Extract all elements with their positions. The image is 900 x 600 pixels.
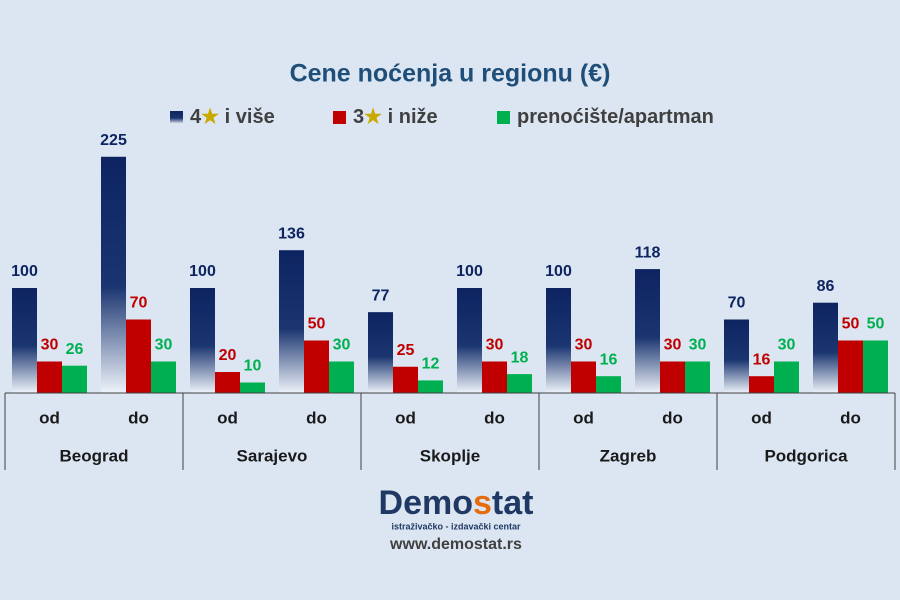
bar	[368, 312, 393, 393]
bar	[838, 340, 863, 393]
bar	[215, 372, 240, 393]
legend-swatch	[497, 111, 510, 124]
value-label: 16	[600, 351, 618, 368]
brand-name: Demostat	[379, 484, 534, 522]
legend-label: 3★ i niže	[353, 106, 438, 128]
bar	[240, 382, 265, 393]
bar	[62, 365, 87, 393]
bar	[813, 302, 838, 393]
group-label: Zagreb	[600, 446, 657, 465]
value-label: 30	[155, 337, 173, 354]
value-label: 86	[817, 278, 835, 295]
value-label: 30	[41, 337, 59, 354]
bar	[457, 288, 482, 393]
bar	[101, 156, 126, 393]
value-label: 25	[397, 342, 415, 359]
x-tick-label: do	[128, 408, 149, 427]
bar	[863, 340, 888, 393]
bar	[279, 250, 304, 393]
value-label: 77	[372, 287, 390, 304]
bar	[749, 376, 774, 393]
value-label: 30	[486, 337, 504, 354]
bar	[685, 361, 710, 393]
legend-label: 4★ i više	[190, 106, 275, 128]
value-label: 50	[308, 316, 326, 333]
bar	[635, 269, 660, 393]
bar	[304, 340, 329, 393]
value-label: 50	[867, 316, 885, 333]
value-label: 100	[189, 263, 216, 280]
group-label: Podgorica	[764, 446, 848, 465]
bar	[571, 361, 596, 393]
brand-tagline: istraživačko - izdavački centar	[391, 521, 521, 531]
bar	[151, 361, 176, 393]
value-label: 100	[11, 263, 38, 280]
group-label: Beograd	[60, 446, 129, 465]
brand-url: www.demostat.rs	[389, 536, 522, 553]
bar	[660, 361, 685, 393]
bar	[12, 288, 37, 393]
group-label: Sarajevo	[237, 446, 308, 465]
value-label: 70	[130, 295, 148, 312]
value-label: 100	[456, 263, 483, 280]
value-label: 118	[635, 244, 661, 261]
x-tick-label: od	[39, 408, 60, 427]
x-tick-label: do	[840, 408, 861, 427]
bar	[329, 361, 354, 393]
legend-swatch	[170, 111, 183, 124]
x-tick-label: od	[395, 408, 416, 427]
value-label: 20	[219, 347, 237, 364]
bar	[37, 361, 62, 393]
value-label: 30	[575, 337, 593, 354]
bar	[507, 374, 532, 393]
x-tick-label: od	[751, 408, 772, 427]
value-label: 100	[545, 263, 572, 280]
value-label: 225	[100, 132, 127, 149]
value-label: 30	[333, 337, 351, 354]
x-tick-label: do	[662, 408, 683, 427]
bar	[596, 376, 621, 393]
bar	[190, 288, 215, 393]
value-label: 18	[511, 349, 529, 366]
x-tick-label: od	[573, 408, 594, 427]
chart-title: Cene noćenja u regionu (€)	[290, 60, 611, 88]
legend-label: prenoćište/apartman	[517, 106, 714, 128]
x-tick-label: od	[217, 408, 238, 427]
bar	[418, 380, 443, 393]
x-tick-label: do	[484, 408, 505, 427]
value-label: 12	[422, 356, 440, 373]
legend: 4★ i više 3★ i niže prenoćište/apartman	[170, 106, 714, 128]
value-label: 70	[728, 295, 746, 312]
value-label: 26	[66, 341, 84, 358]
legend-swatch	[333, 111, 346, 124]
value-label: 136	[278, 225, 305, 242]
bar	[724, 319, 749, 393]
bar	[774, 361, 799, 393]
value-label: 30	[689, 337, 707, 354]
bar	[546, 288, 571, 393]
bar	[482, 361, 507, 393]
value-label: 10	[244, 358, 262, 375]
bar	[126, 319, 151, 393]
bar	[393, 366, 418, 393]
value-label: 16	[753, 351, 771, 368]
value-label: 30	[664, 337, 682, 354]
value-label: 30	[778, 337, 796, 354]
x-tick-label: do	[306, 408, 327, 427]
value-label: 50	[842, 316, 860, 333]
group-label: Skoplje	[420, 446, 480, 465]
